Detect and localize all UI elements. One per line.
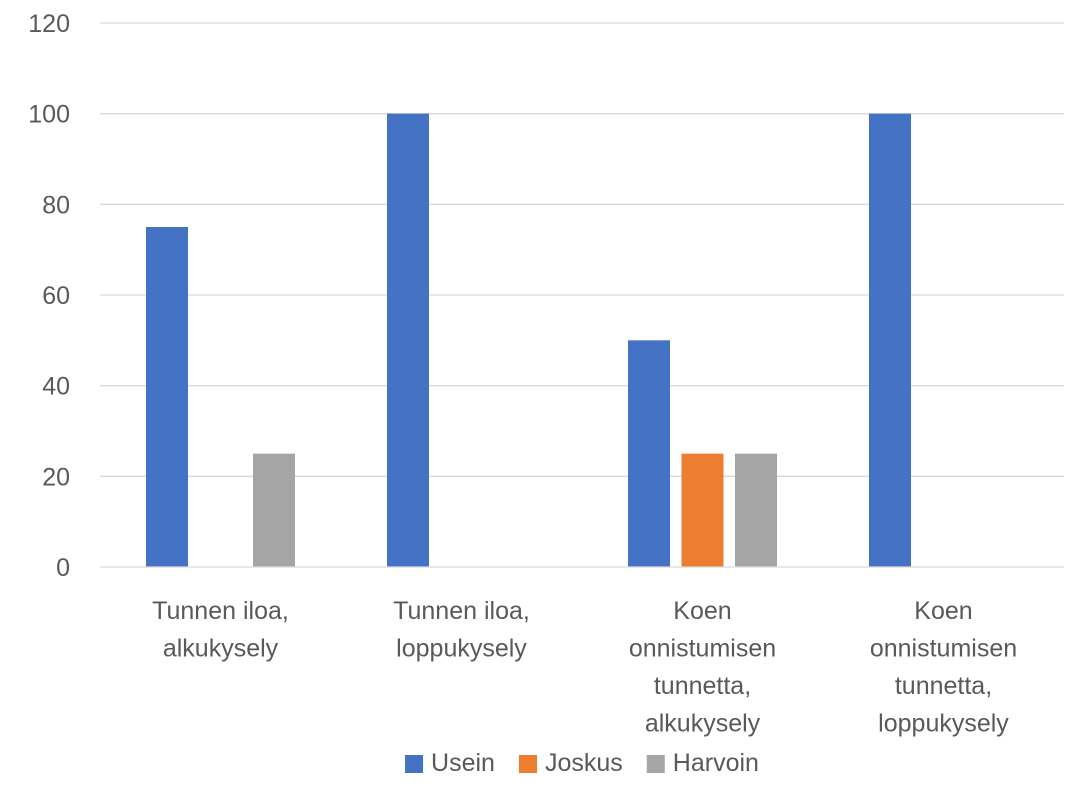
- y-tick-label: 60: [42, 282, 70, 310]
- bars: [146, 113, 911, 568]
- legend-swatch: [518, 755, 537, 773]
- y-tick-label: 0: [56, 554, 70, 582]
- bar-joskus-3: [681, 453, 724, 567]
- gridlines: [100, 22, 1064, 477]
- bar-usein-4: [869, 113, 911, 568]
- legend-item-harvoin: Harvoin: [646, 749, 759, 777]
- bar-harvoin-3: [735, 453, 777, 567]
- legend-item-usein: Usein: [405, 749, 495, 777]
- y-axis-tick-labels: 0 20 40 60 80 100 120: [28, 10, 70, 582]
- x-category-label: Koen onnistumisen tunnetta, loppukysely: [870, 597, 1017, 738]
- x-axis-category-labels: Tunnen iloa, alkukysely Tunnen iloa, loppuk…: [152, 597, 1017, 738]
- legend-label: Joskus: [545, 749, 623, 777]
- bar-harvoin-1: [253, 453, 295, 567]
- bar-usein-3: [628, 340, 670, 567]
- legend-label: Usein: [431, 749, 495, 777]
- legend: Usein Joskus Harvoin: [405, 749, 759, 777]
- x-category-label: Tunnen iloa, alkukysely: [152, 597, 289, 663]
- legend-label: Harvoin: [673, 749, 759, 777]
- bar-usein-2: [387, 113, 429, 568]
- y-tick-label: 40: [42, 373, 70, 401]
- y-tick-label: 20: [42, 463, 70, 491]
- legend-item-joskus: Joskus: [518, 749, 623, 777]
- legend-swatch: [405, 755, 424, 773]
- bar-usein-1: [146, 227, 188, 567]
- legend-swatch: [646, 755, 665, 773]
- y-tick-label: 100: [28, 101, 70, 129]
- x-category-label: Koen onnistumisen tunnetta, alkukysely: [629, 597, 776, 738]
- y-tick-label: 120: [28, 10, 70, 38]
- x-category-label: Tunnen iloa, loppukysely: [393, 597, 530, 663]
- y-tick-label: 80: [42, 191, 70, 219]
